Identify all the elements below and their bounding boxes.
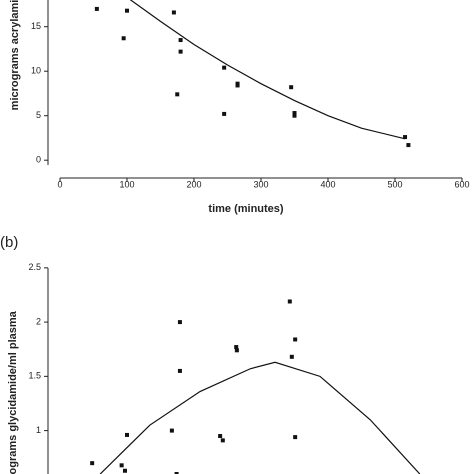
y-tick-label: 1	[36, 425, 41, 435]
data-point	[178, 38, 183, 43]
data-point	[220, 438, 225, 443]
data-point	[292, 111, 297, 116]
y-tick-label: 2.5	[28, 262, 41, 272]
data-point	[222, 111, 227, 116]
y-tick-label: 15	[31, 21, 41, 31]
data-point	[125, 8, 129, 13]
data-point	[175, 92, 180, 97]
x-tick-label: 300	[253, 179, 268, 189]
x-axis-title: time (minutes)	[208, 203, 284, 215]
data-point	[94, 6, 99, 11]
data-point	[119, 463, 124, 468]
data-point	[222, 65, 227, 70]
y-axis-title: micrograms acrylami	[9, 0, 21, 110]
x-tick-label: 400	[320, 179, 335, 189]
data-point	[406, 143, 411, 148]
data-point	[234, 345, 239, 350]
plot-area	[94, 0, 411, 148]
y-tick-label: 0	[36, 155, 41, 165]
fit-curve	[129, 0, 406, 140]
data-point	[177, 368, 182, 373]
x-tick-label: 100	[119, 179, 134, 189]
data-point	[177, 320, 182, 325]
data-point	[293, 337, 298, 342]
x-tick-label: 0	[57, 179, 62, 189]
plot-area	[90, 299, 421, 474]
x-tick-label: 500	[387, 179, 402, 189]
data-point	[90, 461, 95, 466]
data-point	[293, 435, 298, 440]
data-point	[169, 428, 174, 433]
data-point	[234, 348, 239, 353]
data-point	[287, 299, 292, 304]
data-point	[178, 49, 183, 54]
data-point	[292, 113, 297, 118]
panel-label: (b)	[0, 234, 18, 251]
y-tick-label: 5	[36, 110, 41, 120]
data-point	[403, 135, 408, 140]
fit-curve	[99, 361, 421, 474]
x-tick-label: 600	[454, 179, 469, 189]
y-axis-title: rograms glycidamide/ml plasma	[7, 310, 19, 474]
y-tick-label: 2	[36, 316, 41, 326]
data-point	[122, 468, 127, 473]
x-tick-label: 200	[186, 179, 201, 189]
data-point	[235, 83, 240, 88]
data-point	[125, 432, 129, 437]
data-point	[174, 472, 179, 474]
y-tick-label: 10	[31, 66, 41, 76]
y-tick-label: 1.5	[28, 371, 41, 381]
data-point	[289, 354, 294, 359]
data-point	[289, 85, 294, 90]
data-point	[171, 10, 176, 15]
data-point	[121, 36, 126, 41]
data-point	[218, 434, 223, 439]
